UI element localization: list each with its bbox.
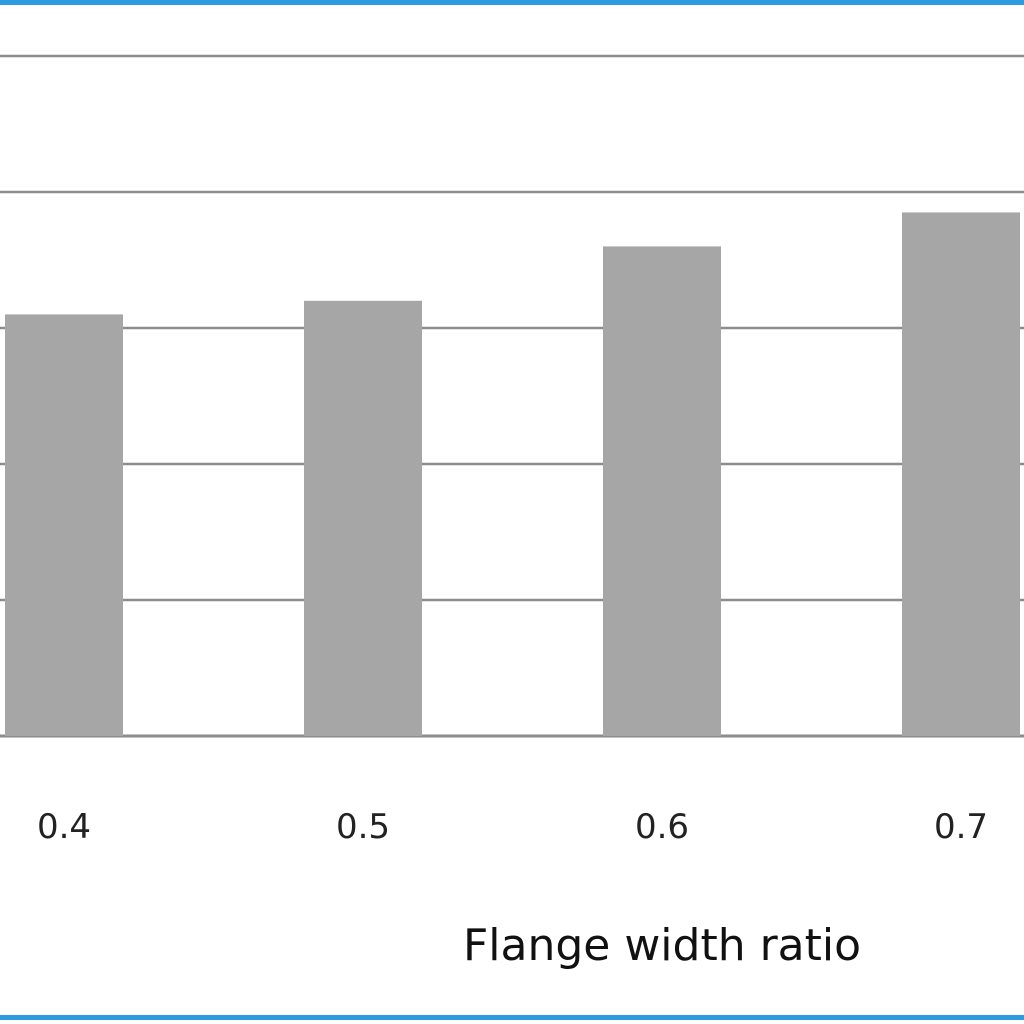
bar-0.7 (902, 212, 1020, 736)
bar-0.4 (5, 314, 123, 736)
bar-0.6 (603, 246, 721, 736)
bar-0.5 (304, 300, 422, 736)
x-tick-labels: 0.4 0.5 0.6 0.7 (37, 807, 988, 847)
top-border (0, 0, 1024, 5)
bottom-border (0, 1015, 1024, 1020)
x-tick-label: 0.4 (37, 807, 91, 847)
gridlines (0, 54, 1024, 738)
x-tick-label: 0.6 (635, 807, 689, 847)
x-tick-label: 0.5 (336, 807, 390, 847)
x-axis-title: Flange width ratio (463, 920, 861, 971)
bars (5, 212, 1020, 736)
x-tick-label: 0.7 (934, 807, 988, 847)
